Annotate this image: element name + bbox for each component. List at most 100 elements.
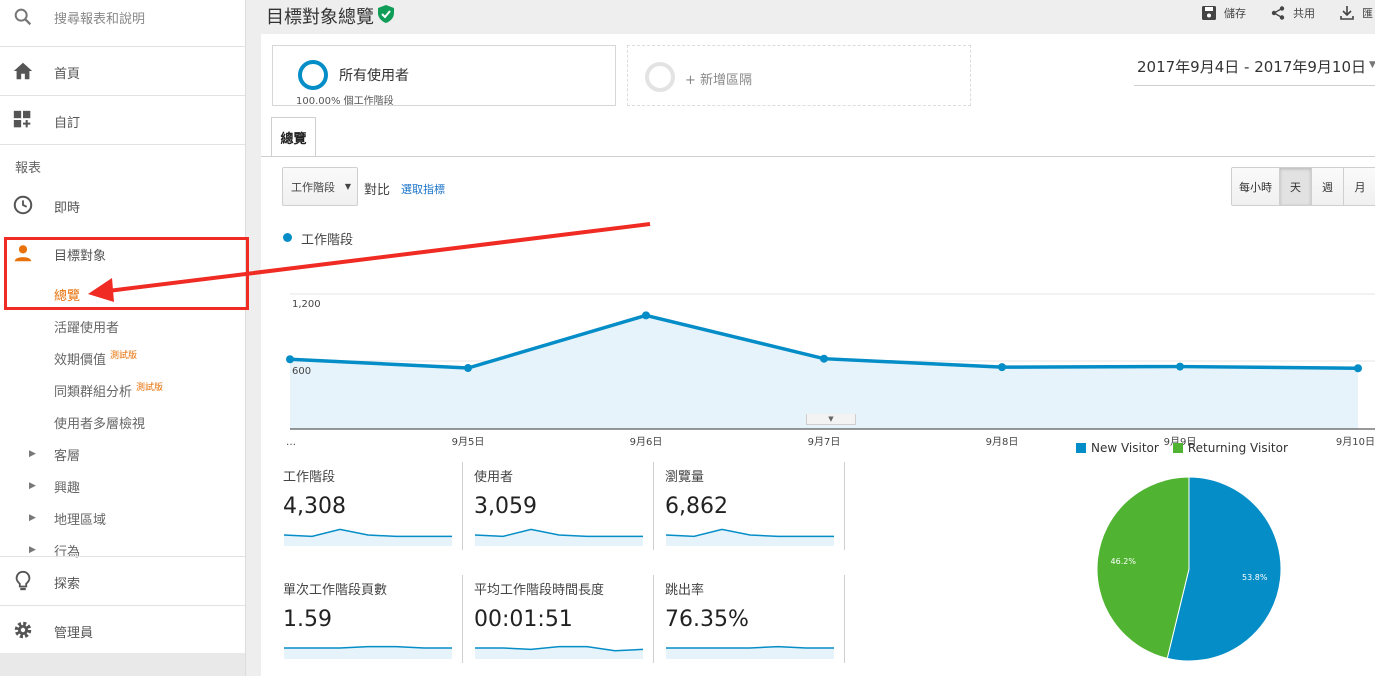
nav-lifetime-value[interactable]: 效期價值 測試版 [54,349,137,368]
metric-dropdown[interactable]: 工作階段 ▼ [282,167,358,206]
sparkline-line [665,528,834,538]
gear-icon [14,621,32,639]
nav-audience-label: 目標對象 [54,249,107,264]
x-tick-label-4: 9月8日 [986,436,1019,448]
kpi-card-5[interactable]: 跳出率 76.35% [665,579,850,669]
beta-badge: 測試版 [110,351,138,361]
pie-slice-1[interactable] [1096,476,1190,659]
share-icon [1271,6,1285,20]
kpi-card-2[interactable]: 瀏覽量 6,862 [665,466,850,556]
page-header: 目標對象總覽 儲存 共用 匯 [247,0,1375,34]
reports-heading: 報表 [15,161,42,176]
kpi-sparkline [283,528,452,546]
sparkline-line [284,645,452,649]
granularity-day[interactable]: 天 [1280,168,1312,205]
chevron-down-icon[interactable]: ▼ [1369,60,1375,70]
save-icon [1202,6,1216,20]
save-label: 儲存 [1224,7,1246,20]
pie-slice-label-0: 53.8% [1242,573,1268,582]
expand-triangle-icon: ▶ [29,449,36,459]
kpi-sparkline [475,645,644,659]
nav-active-users[interactable]: 活躍使用者 [54,321,120,336]
nav-admin-label: 管理員 [54,626,94,641]
nav-interests[interactable]: 興趣 [54,481,81,496]
kpi-card-3[interactable]: 單次工作階段頁數 1.59 [283,579,468,669]
pie-legend-item-new[interactable]: New Visitor [1076,441,1159,455]
date-range-underline [1134,85,1375,86]
lightbulb-icon [15,570,31,591]
data-point-6[interactable] [1354,364,1362,373]
nav-admin[interactable]: 管理員 [0,607,245,653]
kpi-value: 1.59 [283,607,332,632]
kpi-card-0[interactable]: 工作階段 4,308 [283,466,468,556]
x-tick-label-1: 9月5日 [452,436,485,448]
data-point-3[interactable] [820,354,828,363]
kpi-divider [844,462,845,550]
pie-slice-0[interactable] [1166,476,1282,662]
nav-realtime-label: 即時 [54,201,81,216]
granularity-toggle: 每小時 天 週 月 [1231,167,1375,206]
page-title: 目標對象總覽 [266,7,374,28]
data-point-2[interactable] [642,311,650,320]
dashboard-add-icon [13,110,31,128]
sparkline-line [283,528,452,538]
pie-legend-item-returning[interactable]: Returning Visitor [1172,441,1288,455]
kpi-divider [653,462,654,550]
granularity-month[interactable]: 月 [1344,168,1375,205]
beta-badge: 測試版 [136,383,164,393]
granularity-hourly[interactable]: 每小時 [1232,168,1280,205]
kpi-sparkline [474,528,643,546]
share-button[interactable]: 共用 [1271,5,1315,21]
search-placeholder[interactable]: 搜尋報表和說明 [54,12,146,27]
data-point-0[interactable] [286,355,294,364]
nav-home[interactable]: 首頁 [0,48,245,94]
clock-icon [13,195,33,215]
date-range-picker[interactable]: 2017年9月4日 - 2017年9月10日 [1137,58,1367,76]
nav-geo[interactable]: 地理區域 [54,513,107,528]
segment-all-users[interactable]: 所有使用者 100.00% 個工作階段 [272,45,616,107]
save-button[interactable]: 儲存 [1202,5,1246,21]
kpi-sparkline [665,528,834,546]
export-label: 匯 [1362,7,1373,20]
nav-custom[interactable]: 自訂 [0,97,245,143]
search-bar[interactable]: 搜尋報表和說明 [0,0,245,35]
nav-cohort-analysis-label: 同類群組分析 [54,385,133,400]
data-point-4[interactable] [998,363,1006,372]
nav-home-label: 首頁 [54,67,81,82]
kpi-value: 4,308 [283,494,346,519]
export-button[interactable]: 匯 [1340,5,1373,21]
chart-collapse-handle[interactable]: ▼ [806,414,856,425]
data-point-1[interactable] [464,364,472,373]
nav-demographics[interactable]: 客層 [54,449,81,464]
nav-user-explorer[interactable]: 使用者多層檢視 [54,417,146,432]
sparkline-fill [284,646,452,659]
kpi-card-1[interactable]: 使用者 3,059 [474,466,659,556]
sparkline-fill [475,646,643,659]
nav-audience[interactable]: 目標對象 [0,233,245,273]
expand-triangle-icon: ▶ [29,545,36,555]
kpi-card-4[interactable]: 平均工作階段時間長度 00:01:51 [474,579,659,669]
segment-empty-ring-icon [645,62,675,92]
visitor-type-pie-chart: 53.8% 46.2% [1096,476,1282,662]
nav-cohort-analysis[interactable]: 同類群組分析 測試版 [54,381,163,400]
pie-legend-returning-label: Returning Visitor [1187,441,1288,455]
x-tick-label-5: 9月9日 [1164,436,1197,448]
segment-all-users-label: 所有使用者 [339,68,409,84]
x-tick-label-3: 9月7日 [808,436,841,448]
granularity-week[interactable]: 週 [1312,168,1344,205]
kpi-value: 6,862 [665,494,728,519]
tab-overview[interactable]: 總覽 [271,117,316,157]
add-segment-button[interactable]: + 新增區隔 [627,45,971,106]
pick-metric-link[interactable]: 選取指標 [401,183,445,196]
nav-realtime[interactable]: 即時 [0,185,245,225]
sparkline-fill [475,529,643,546]
nav-audience-overview[interactable]: 總覽 [54,289,81,304]
kpi-label: 單次工作階段頁數 [283,583,388,598]
nav-discover[interactable]: 探索 [0,558,245,604]
metric-dropdown-value: 工作階段 [291,180,335,194]
data-point-5[interactable] [1176,362,1184,371]
expand-triangle-icon: ▶ [29,513,36,523]
nav-custom-label: 自訂 [54,116,81,131]
sparkline-fill [666,646,834,659]
segment-ring-icon [298,60,328,90]
